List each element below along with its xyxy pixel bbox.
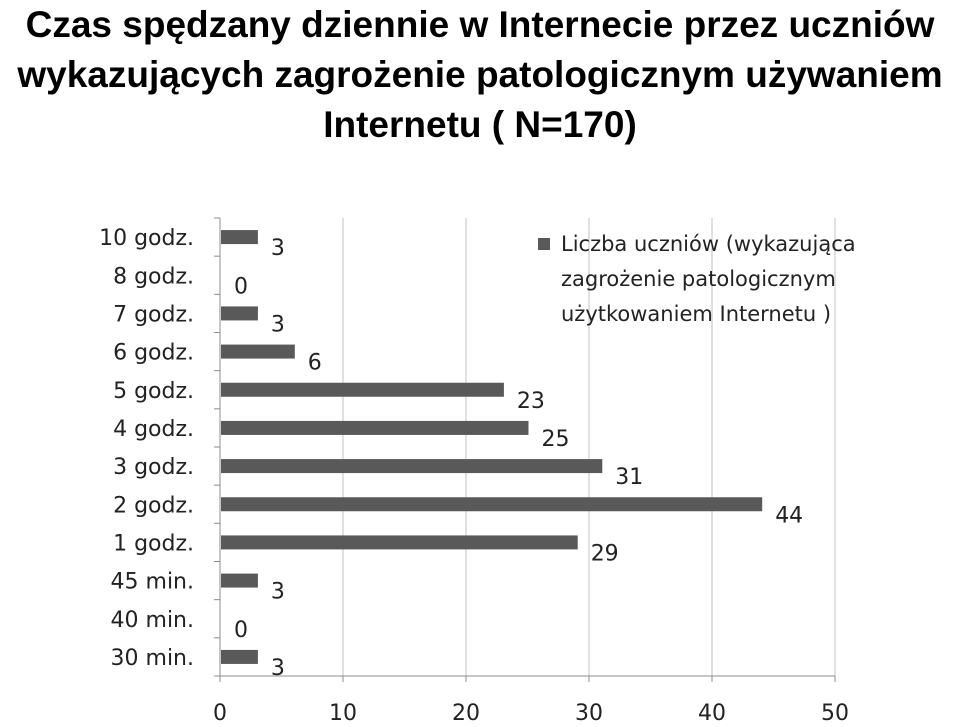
bar bbox=[221, 573, 258, 588]
data-label: 0 bbox=[234, 274, 248, 299]
y-tick-label: 45 min. bbox=[111, 570, 194, 595]
data-label: 23 bbox=[517, 389, 545, 414]
y-tick-label: 3 godz. bbox=[113, 455, 194, 480]
data-label: 44 bbox=[775, 503, 803, 528]
y-tick-label: 2 godz. bbox=[113, 493, 194, 518]
y-tick-label: 7 godz. bbox=[113, 302, 194, 327]
y-tick-label: 8 godz. bbox=[113, 264, 194, 289]
legend-label: użytkowaniem Internetu ) bbox=[561, 302, 831, 326]
data-label: 31 bbox=[615, 465, 643, 490]
bar bbox=[221, 535, 578, 550]
y-tick-label: 10 godz. bbox=[99, 226, 194, 251]
y-tick-label: 5 godz. bbox=[113, 379, 194, 404]
bar bbox=[221, 230, 258, 245]
y-tick-label: 1 godz. bbox=[113, 531, 194, 556]
data-label: 0 bbox=[234, 618, 248, 643]
legend-label: Liczba uczniów (wykazująca bbox=[561, 232, 856, 256]
data-label: 3 bbox=[271, 656, 285, 681]
x-tick-label: 20 bbox=[452, 701, 480, 723]
data-label: 3 bbox=[271, 580, 285, 605]
bar bbox=[221, 382, 504, 397]
chart-title: Czas spędzany dziennie w Internecie prze… bbox=[17, 4, 943, 145]
x-tick-label: 0 bbox=[213, 701, 227, 723]
bar bbox=[221, 459, 603, 474]
data-label: 29 bbox=[591, 541, 619, 566]
y-tick-label: 4 godz. bbox=[113, 417, 194, 442]
data-label: 25 bbox=[542, 427, 570, 452]
data-label: 6 bbox=[308, 351, 322, 376]
data-label: 3 bbox=[271, 312, 285, 337]
legend-label: zagrożenie patologicznym bbox=[561, 267, 836, 291]
bar bbox=[221, 497, 763, 512]
bar bbox=[221, 420, 529, 435]
bar bbox=[221, 306, 258, 321]
x-tick-label: 30 bbox=[575, 701, 603, 723]
y-tick-label: 6 godz. bbox=[113, 341, 194, 366]
bar bbox=[221, 344, 295, 359]
x-tick-label: 40 bbox=[698, 701, 726, 723]
x-tick-label: 50 bbox=[821, 701, 849, 723]
y-tick-label: 30 min. bbox=[111, 646, 194, 671]
data-label: 3 bbox=[271, 236, 285, 261]
y-tick-label: 40 min. bbox=[111, 608, 194, 633]
bar bbox=[221, 649, 258, 664]
legend-swatch bbox=[538, 238, 550, 250]
x-tick-label: 10 bbox=[329, 701, 357, 723]
